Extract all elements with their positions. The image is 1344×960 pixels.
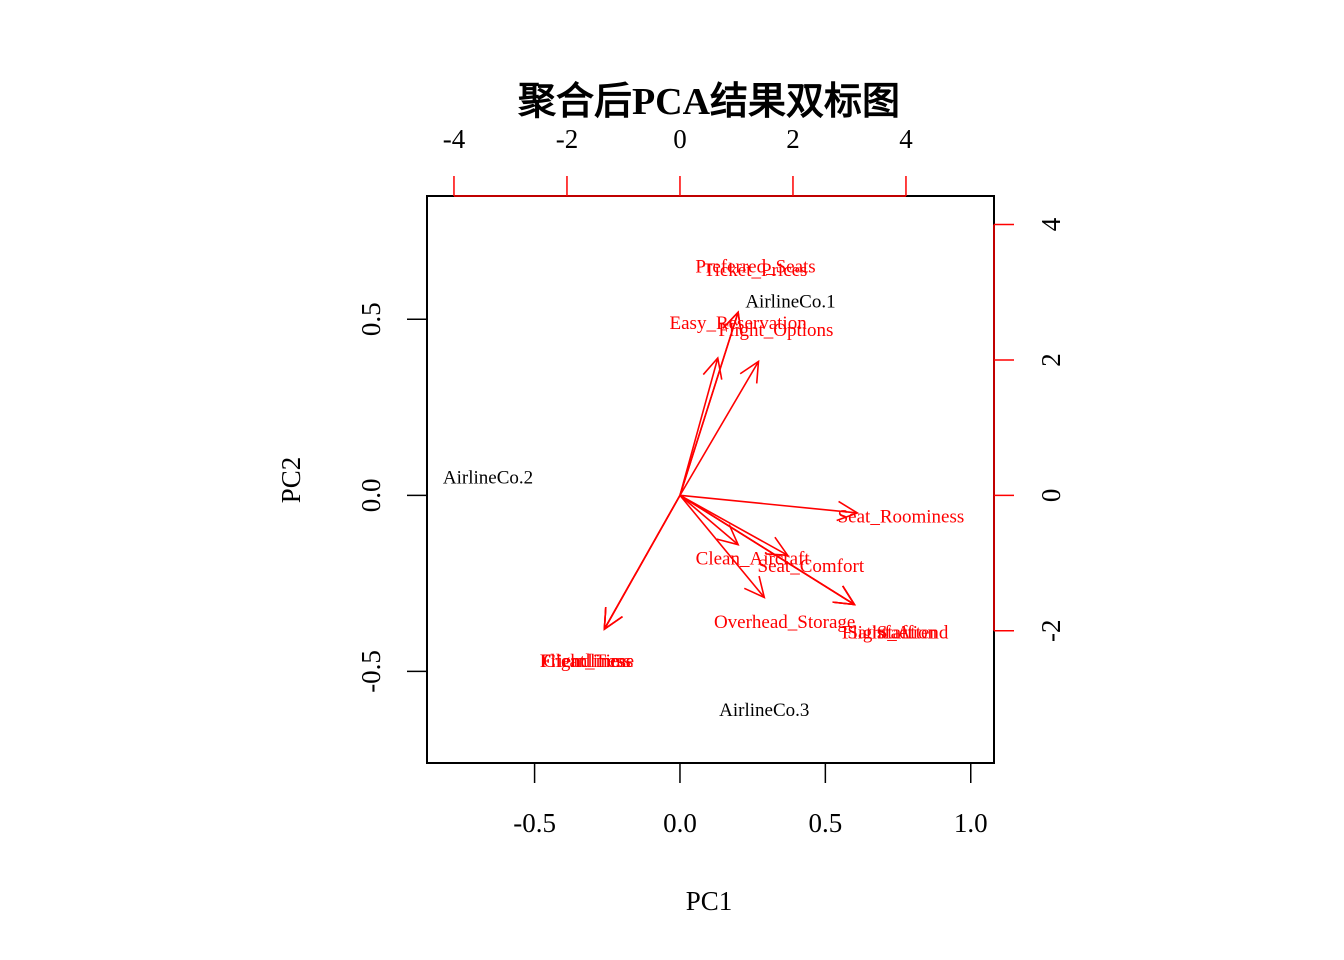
variable-label: Cleanliness — [543, 651, 631, 672]
variable-label: Clean_Aircraft — [696, 549, 811, 570]
variable-label: Overhead_Storage — [714, 612, 855, 633]
chart-title: 聚合后PCA结果双标图 — [517, 81, 900, 123]
top-tick-label: -2 — [556, 124, 579, 154]
variable-arrow — [679, 494, 856, 606]
top-tick-label: 4 — [899, 124, 913, 154]
variable-label: Seat_Comfort — [758, 556, 865, 577]
y-tick-label: 0.0 — [356, 478, 386, 512]
top-axis: -4 -2 0 2 4 — [443, 124, 913, 197]
variable-arrows — [603, 310, 860, 631]
variable-label: Flight_Attend — [842, 623, 949, 644]
right-tick-label: 0 — [1036, 489, 1066, 503]
y-axis: -0.5 0.0 0.5 — [356, 302, 428, 693]
right-tick-label: 2 — [1036, 353, 1066, 367]
variable-label: Flight_Options — [718, 320, 833, 341]
variable-label: Preferred_Seats — [695, 256, 815, 277]
variable-label: Ticket_Prices — [704, 260, 808, 281]
y-tick-label: -0.5 — [356, 650, 386, 693]
x-axis-label: PC1 — [686, 886, 733, 916]
x-tick-label: 1.0 — [954, 808, 988, 838]
variable-label: Friendliness — [540, 651, 633, 672]
y-axis-label: PC2 — [276, 457, 306, 504]
variable-arrow — [679, 359, 760, 496]
variable-label: Easy_Reservation — [670, 313, 808, 334]
x-tick-label: 0.5 — [808, 808, 842, 838]
top-tick-label: 0 — [673, 124, 687, 154]
variable-arrow — [679, 310, 743, 496]
x-axis: -0.5 0.0 0.5 1.0 — [513, 762, 988, 838]
variable-label: Staff — [877, 623, 914, 644]
variable-label: Flight_Time — [540, 651, 634, 672]
top-tick-label: 2 — [786, 124, 800, 154]
variable-arrow — [679, 356, 723, 496]
y-tick-label: 0.5 — [356, 302, 386, 336]
right-tick-label: -2 — [1036, 619, 1066, 642]
observation-label: AirlineCo.3 — [719, 700, 809, 721]
variable-label: Seat_Roominess — [838, 506, 965, 527]
right-tick-label: 4 — [1036, 217, 1066, 231]
variable-arrow — [679, 494, 860, 522]
variable-arrow — [679, 494, 740, 546]
right-axis: -2 0 2 4 — [993, 217, 1066, 642]
observation-label: AirlineCo.1 — [745, 292, 835, 313]
x-tick-label: 0.0 — [663, 808, 697, 838]
variable-arrow — [603, 494, 681, 631]
top-tick-label: -4 — [443, 124, 466, 154]
variable-arrow — [679, 494, 766, 599]
variable-label: Satisfaction — [847, 623, 937, 644]
observation-labels: AirlineCo.1 AirlineCo.2 AirlineCo.3 — [443, 292, 836, 722]
observation-label: AirlineCo.2 — [443, 468, 533, 489]
x-tick-label: -0.5 — [513, 808, 556, 838]
